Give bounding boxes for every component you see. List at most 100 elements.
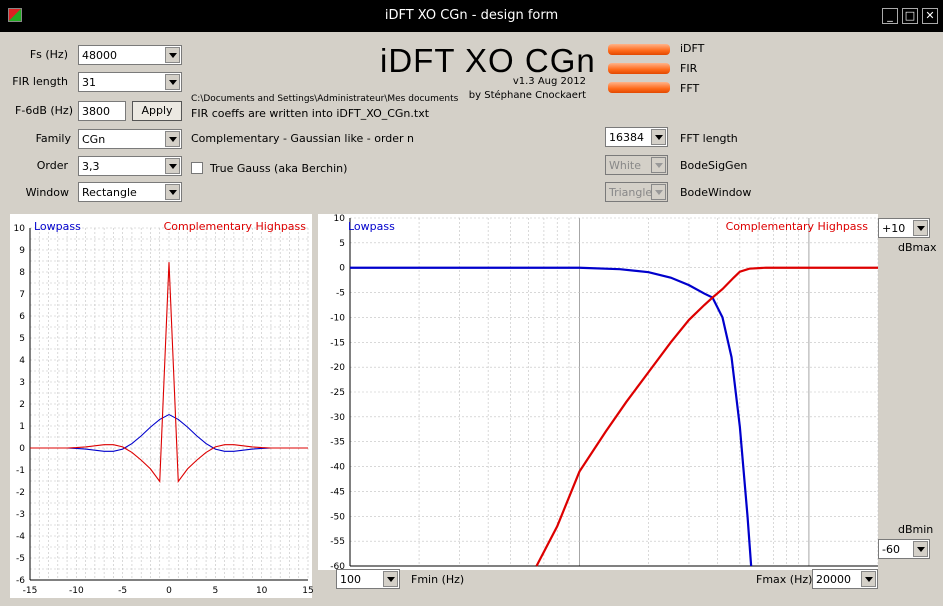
y-tick-label: 2 — [19, 400, 25, 410]
fft-length-label: FFT length — [680, 132, 738, 145]
x-tick-label: -5 — [118, 586, 127, 596]
version-text: v1.3 Aug 2012 — [512, 76, 586, 87]
fs-select[interactable]: 48000 — [78, 45, 182, 65]
bode-sig-gen-label: BodeSigGen — [680, 159, 748, 172]
y-tick-label: -35 — [330, 438, 345, 448]
order-select[interactable]: 3,3 — [78, 156, 182, 176]
chevron-down-icon[interactable] — [165, 131, 180, 147]
y-tick-label: 0 — [19, 444, 25, 454]
y-tick-label: -60 — [330, 562, 345, 572]
y-tick-label: 5 — [339, 239, 345, 249]
y-tick-label: 5 — [19, 334, 25, 344]
order-label: Order — [36, 159, 68, 172]
x-tick-label: 15 — [302, 586, 313, 596]
fmax-select[interactable]: 20000 — [812, 569, 878, 589]
y-tick-label: -5 — [336, 289, 345, 299]
chevron-down-icon[interactable] — [651, 157, 666, 173]
chevron-down-icon[interactable] — [383, 571, 398, 587]
x-tick-label: 10 — [256, 586, 268, 596]
output-message: FIR coeffs are written into iDFT_XO_CGn.… — [191, 107, 430, 120]
apply-button[interactable]: Apply — [132, 101, 182, 121]
chevron-down-icon[interactable] — [165, 74, 180, 90]
family-label: Family — [35, 132, 71, 145]
y-tick-label: -2 — [16, 488, 25, 498]
bode-window-label: BodeWindow — [680, 186, 752, 199]
client-area: Fs (Hz) 48000 FIR length 31 F-6dB (Hz) 3… — [8, 32, 940, 600]
lowpass-bode-line — [350, 266, 753, 567]
maximize-icon[interactable]: □ — [902, 8, 918, 24]
impulse-plot: -6 -5 -4 -3 -2 -1 0 1 2 3 4 5 6 7 8 9 10 -15 -10 -5 0 5 10 15 L… — [10, 214, 314, 598]
minimize-icon[interactable]: _ — [882, 8, 898, 24]
close-icon[interactable]: ✕ — [922, 8, 938, 24]
fir-progress-label: FIR — [680, 62, 698, 75]
family-description: Complementary - Gaussian like - order n — [191, 132, 415, 145]
fft-progress-label: FFT — [680, 82, 700, 95]
true-gauss-label: True Gauss (aka Berchin) — [210, 162, 348, 175]
y-tick-label: 10 — [14, 224, 26, 234]
chevron-down-icon[interactable] — [861, 571, 876, 587]
y-tick-label: 7 — [19, 290, 25, 300]
f6db-input[interactable]: 3800 — [78, 101, 126, 121]
fir-progress-bar — [608, 63, 670, 74]
window-select[interactable]: Rectangle — [78, 182, 182, 202]
y-tick-label: 3 — [19, 378, 25, 388]
legend-lowpass-bode: Lowpass — [348, 220, 395, 233]
y-tick-label: -10 — [330, 313, 345, 323]
y-tick-label: -30 — [330, 413, 345, 423]
fs-label: Fs (Hz) — [29, 48, 68, 61]
highpass-impulse-line — [30, 262, 308, 484]
y-tick-label: -40 — [330, 463, 345, 473]
y-tick-label: -50 — [330, 512, 345, 522]
y-tick-label: 8 — [19, 268, 25, 278]
author-text: by Stéphane Cnockaert — [468, 90, 586, 101]
fmin-label: Fmin (Hz) — [411, 573, 465, 586]
chevron-down-icon[interactable] — [913, 541, 928, 557]
legend-lowpass: Lowpass — [34, 220, 81, 233]
chevron-down-icon[interactable] — [651, 184, 666, 200]
family-select[interactable]: CGn — [78, 129, 182, 149]
fmin-select[interactable]: 100 — [336, 569, 400, 589]
y-tick-label: 9 — [19, 246, 25, 256]
dbmax-select[interactable]: +10 — [878, 218, 930, 238]
app-icon — [8, 8, 22, 22]
window-title: iDFT XO CGn - design form — [384, 8, 559, 23]
legend-highpass-bode: Complementary Highpass — [725, 220, 868, 233]
y-tick-label: -6 — [16, 576, 25, 586]
f6db-label: F-6dB (Hz) — [15, 104, 73, 117]
y-tick-label: 10 — [334, 214, 346, 224]
y-tick-label: -4 — [16, 532, 25, 542]
y-tick-label: 1 — [19, 422, 25, 432]
y-tick-label: 0 — [339, 264, 345, 274]
bode-window-select[interactable]: Triangle — [605, 182, 668, 202]
output-path: C:\Documents and Settings\Administrateur… — [191, 94, 459, 104]
x-tick-label: 5 — [212, 586, 218, 596]
chevron-down-icon[interactable] — [165, 158, 180, 174]
y-tick-label: 4 — [19, 356, 25, 366]
y-tick-label: -1 — [16, 466, 25, 476]
title-bar[interactable]: iDFT XO CGn - design form _ □ ✕ — [0, 0, 943, 32]
bode-sig-gen-select[interactable]: White — [605, 155, 668, 175]
fir-length-label: FIR length — [12, 75, 68, 88]
x-tick-label: 0 — [166, 586, 172, 596]
y-tick-label: -5 — [16, 554, 25, 564]
true-gauss-checkbox[interactable] — [191, 162, 203, 174]
fft-progress-bar — [608, 82, 670, 93]
y-tick-label: -45 — [330, 487, 345, 497]
chevron-down-icon[interactable] — [913, 220, 928, 236]
highpass-bode-line — [535, 266, 878, 567]
y-tick-label: -20 — [330, 363, 345, 373]
fir-length-select[interactable]: 31 — [78, 72, 182, 92]
app-title: iDFT XO CGn — [380, 42, 596, 79]
dbmax-label: dBmax — [898, 241, 937, 254]
chevron-down-icon[interactable] — [165, 47, 180, 63]
chevron-down-icon[interactable] — [165, 184, 180, 200]
dbmin-label: dBmin — [898, 523, 934, 536]
chevron-down-icon[interactable] — [651, 129, 666, 145]
fft-length-select[interactable]: 16384 — [605, 127, 668, 147]
x-tick-label: -15 — [23, 586, 38, 596]
dbmin-select[interactable]: -60 — [878, 539, 930, 559]
y-tick-label: -55 — [330, 537, 345, 547]
idft-progress-label: iDFT — [680, 42, 705, 55]
